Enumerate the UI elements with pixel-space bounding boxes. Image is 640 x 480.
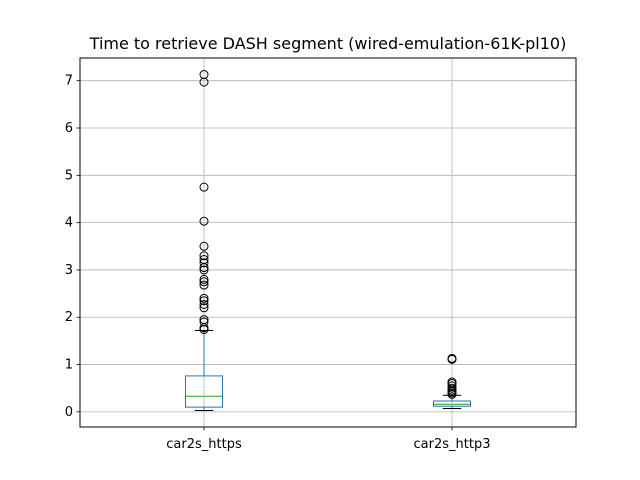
box-car2s_https bbox=[185, 70, 223, 411]
plot-frame bbox=[79, 57, 577, 428]
flier-point bbox=[447, 353, 457, 363]
x-tick-label: car2s_http3 bbox=[414, 437, 491, 452]
axis-layer: 0 1 2 3 4 5 6 7 car2s_https car2s_http3 bbox=[65, 74, 491, 452]
y-tick-label: 0 bbox=[65, 405, 73, 420]
flier-point bbox=[447, 377, 457, 387]
iqr-box bbox=[185, 375, 223, 408]
y-tick-label: 4 bbox=[65, 216, 73, 231]
box-car2s_http3 bbox=[433, 353, 471, 410]
flier-point bbox=[199, 265, 209, 275]
flier-point bbox=[199, 296, 209, 306]
flier-point bbox=[447, 383, 457, 393]
flier-point bbox=[199, 255, 209, 265]
flier-point bbox=[199, 216, 209, 226]
flier-point bbox=[199, 280, 209, 290]
chart-title: Time to retrieve DASH segment (wired-emu… bbox=[89, 34, 567, 53]
y-tick-label: 5 bbox=[65, 168, 73, 183]
flier-point bbox=[199, 241, 209, 251]
flier-point bbox=[199, 182, 209, 192]
flier-point bbox=[199, 258, 209, 268]
flier-point bbox=[199, 317, 209, 327]
box-layer bbox=[185, 70, 471, 411]
flier-point bbox=[199, 315, 209, 325]
iqr-box bbox=[433, 400, 471, 407]
flier-point bbox=[199, 299, 209, 309]
flier-point bbox=[447, 381, 457, 391]
x-tick-label: car2s_https bbox=[166, 437, 242, 452]
flier-point bbox=[199, 277, 209, 287]
y-tick-label: 6 bbox=[65, 121, 73, 136]
y-tick-label: 1 bbox=[65, 358, 73, 373]
y-tick-label: 2 bbox=[65, 310, 73, 325]
flier-point bbox=[199, 251, 209, 261]
y-tick-label: 7 bbox=[65, 74, 73, 89]
flier-point bbox=[199, 274, 209, 284]
flier-point bbox=[199, 293, 209, 303]
flier-point bbox=[199, 303, 209, 313]
y-tick-label: 3 bbox=[65, 263, 73, 278]
flier-point bbox=[199, 70, 209, 80]
